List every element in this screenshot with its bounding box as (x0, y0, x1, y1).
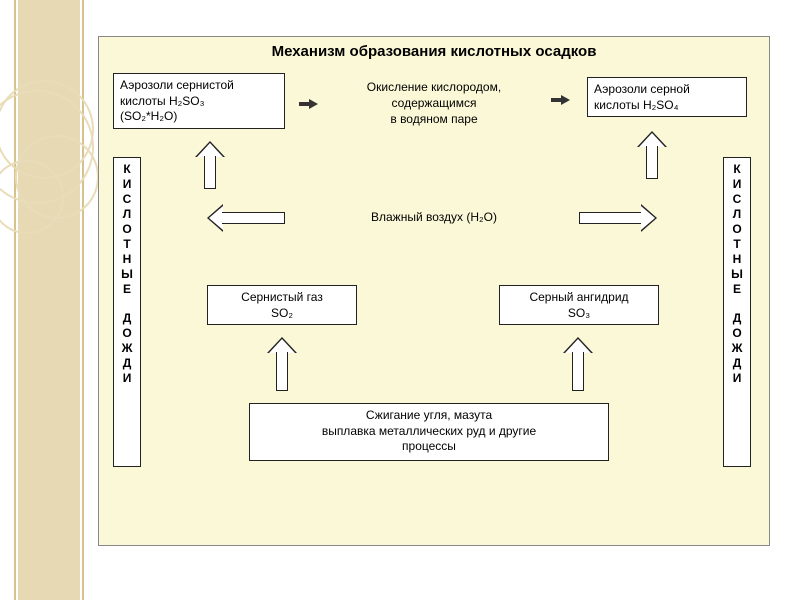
text-line: Сжигание угля, мазута (366, 408, 492, 422)
node-aerosol-h2so3: Аэрозоли сернистой кислоты H₂SO₃ (SO₂*H₂… (113, 73, 285, 129)
arrow-head-fill (641, 206, 655, 230)
arrow-shaft (579, 212, 642, 224)
arrow-shaft (299, 102, 309, 106)
text-line: выплавка металлических руд и другие (322, 424, 536, 438)
text-line: кислоты H₂SO₃ (120, 94, 205, 108)
arrow-head-icon (309, 99, 318, 109)
text-line: Влажный воздух (H₂O) (371, 210, 497, 224)
node-aerosol-h2so4: Аэрозоли серной кислоты H₂SO₄ (587, 77, 747, 117)
deco-circle (15, 135, 99, 219)
node-so3: Серный ангидрид SO₃ (499, 285, 659, 325)
text-line: (SO₂*H₂O) (120, 109, 177, 123)
text-line: Аэрозоли серной (594, 82, 690, 96)
arrow-a8 (567, 337, 589, 391)
node-oxidation: Окисление кислородом, содержащимся в вод… (334, 79, 534, 128)
node-burning: Сжигание угля, мазута выплавка металличе… (249, 403, 609, 461)
slide: Механизм образования кислотных осадков А… (0, 0, 800, 600)
diagram-panel: Механизм образования кислотных осадков А… (98, 36, 770, 546)
deco-circle (0, 160, 64, 234)
deco-line-1 (14, 0, 16, 600)
arrow-head-fill (197, 143, 223, 157)
arrow-shaft (572, 352, 584, 391)
deco-line-2 (82, 0, 84, 600)
arrow-head-fill (639, 133, 665, 147)
arrow-a6 (579, 208, 657, 228)
text-line: SO₂ (271, 306, 293, 320)
arrow-shaft (646, 146, 658, 179)
deco-circle (0, 80, 94, 179)
arrow-a4 (641, 131, 663, 179)
node-acid-rain-right: КИСЛОТНЫЕДОЖДИ (723, 157, 751, 467)
deco-band (18, 0, 80, 600)
arrow-head-fill (269, 339, 295, 353)
arrow-shaft (276, 352, 288, 391)
left-decoration (0, 0, 110, 600)
node-acid-rain-left: КИСЛОТНЫЕДОЖДИ (113, 157, 141, 467)
text-line: процессы (402, 439, 456, 453)
text-line: содержащимся (392, 96, 477, 110)
arrow-a5 (207, 208, 285, 228)
vertical-text: КИСЛОТНЫЕДОЖДИ (724, 162, 750, 385)
vertical-text: КИСЛОТНЫЕДОЖДИ (114, 162, 140, 385)
node-moist-air: Влажный воздух (H₂O) (334, 209, 534, 225)
text-line: Окисление кислородом, (367, 80, 501, 94)
arrow-shaft (204, 156, 216, 189)
text-line: SO₃ (568, 306, 590, 320)
arrow-shaft (222, 212, 285, 224)
arrow-a7 (271, 337, 293, 391)
deco-circle (0, 90, 94, 204)
node-so2: Сернистый газ SO₂ (207, 285, 357, 325)
text-line: Сернистый газ (241, 290, 323, 304)
arrow-head-icon (561, 95, 570, 105)
text-line: Серный ангидрид (529, 290, 628, 304)
text-line: Аэрозоли сернистой (120, 78, 234, 92)
arrow-shaft (551, 98, 561, 102)
text-line: кислоты H₂SO₄ (594, 98, 679, 112)
diagram-title: Механизм образования кислотных осадков (99, 43, 769, 60)
arrow-head-fill (565, 339, 591, 353)
arrow-a3 (199, 141, 221, 189)
text-line: в водяном паре (390, 112, 477, 126)
arrow-head-fill (209, 206, 223, 230)
